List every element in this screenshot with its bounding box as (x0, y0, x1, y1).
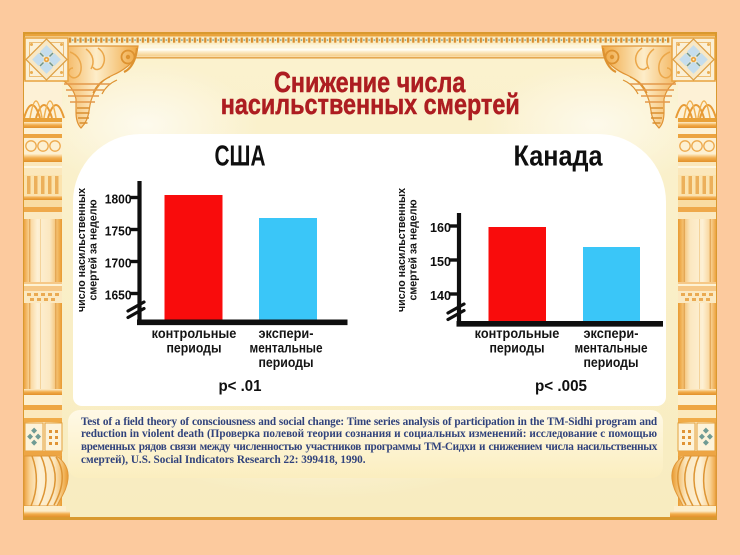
svg-text:смертей за неделю: смертей за неделю (88, 200, 100, 301)
svg-text:число насильственных: число насильственных (76, 187, 88, 312)
svg-text:p< .005: p< .005 (535, 378, 587, 395)
svg-text:140: 140 (430, 288, 451, 303)
svg-text:экспери-: экспери- (584, 325, 639, 341)
svg-text:периоды: периоды (490, 340, 545, 356)
svg-text:экспери-: экспери- (259, 325, 314, 341)
svg-text:контрольные: контрольные (475, 325, 560, 341)
svg-text:1800: 1800 (105, 191, 132, 206)
svg-text:периоды: периоды (259, 354, 314, 370)
svg-text:США: США (215, 141, 266, 173)
svg-text:число насильственных: число насильственных (396, 187, 408, 312)
svg-text:смертей за неделю: смертей за неделю (408, 200, 420, 301)
svg-text:p< .01: p< .01 (219, 378, 262, 395)
svg-text:ментальные: ментальные (575, 340, 648, 356)
svg-text:150: 150 (430, 254, 451, 269)
svg-text:периоды: периоды (167, 340, 222, 356)
svg-text:160: 160 (430, 220, 451, 235)
svg-text:1700: 1700 (105, 255, 132, 270)
svg-text:контрольные: контрольные (152, 325, 237, 341)
svg-text:1650: 1650 (105, 287, 132, 302)
svg-text:ментальные: ментальные (250, 340, 323, 356)
svg-text:периоды: периоды (584, 354, 639, 370)
svg-text:Канада: Канада (514, 141, 604, 173)
svg-text:1750: 1750 (105, 223, 132, 238)
